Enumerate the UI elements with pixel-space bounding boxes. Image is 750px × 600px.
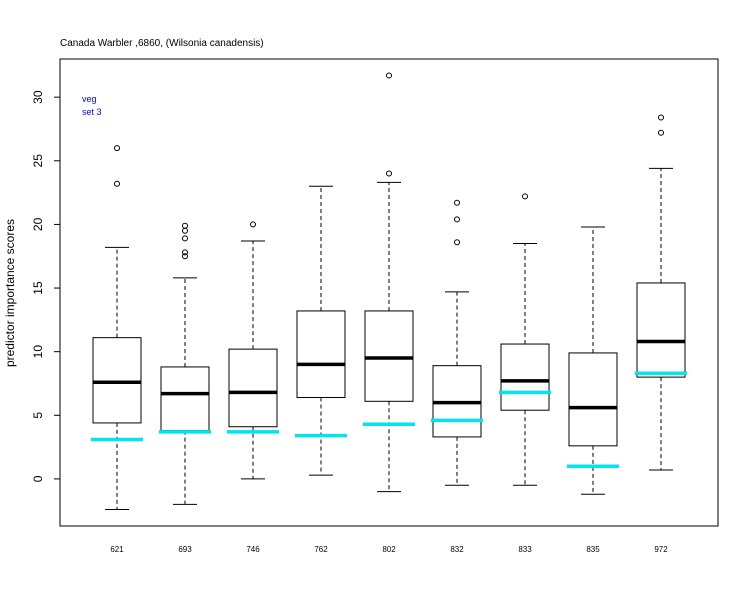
outlier-693-1 [182, 249, 188, 256]
outlier-832-2 [454, 199, 460, 206]
x-tick-label-621: 621 [110, 545, 124, 554]
outlier-621-1 [114, 145, 120, 152]
iqr-box-835 [568, 352, 618, 447]
outlier-693-3 [182, 227, 188, 234]
outlier-972-1 [658, 114, 664, 121]
x-tick-label-972: 972 [654, 545, 668, 554]
chart-title: Canada Warbler ,6860, (Wilsonia canadens… [60, 38, 264, 49]
outlier-832-1 [454, 216, 460, 223]
x-tick-label-802: 802 [382, 545, 396, 554]
box-802 [363, 72, 415, 493]
annotation-veg: veg [82, 94, 97, 104]
box-832 [431, 199, 483, 486]
box-series [91, 72, 687, 510]
iqr-box-833 [500, 343, 550, 411]
x-tick-label-832: 832 [450, 545, 464, 554]
y-tick-label-25: 25 [31, 154, 45, 168]
outlier-972-0 [658, 129, 664, 136]
iqr-box-762 [296, 310, 346, 398]
iqr-box-693 [160, 366, 210, 432]
annotation-set: set 3 [82, 107, 102, 117]
outlier-832-0 [454, 239, 460, 246]
outlier-746-0 [250, 221, 256, 228]
iqr-box-621 [92, 337, 142, 424]
outlier-802-1 [386, 72, 392, 79]
y-tick-label-5: 5 [31, 412, 45, 419]
y-axis-label: predictor importance scores [3, 219, 17, 367]
outlier-833-0 [522, 193, 528, 200]
plot-frame [59, 58, 719, 527]
box-835 [567, 226, 619, 495]
iqr-box-972 [636, 282, 686, 378]
box-833 [499, 193, 551, 486]
outlier-693-0 [182, 253, 188, 260]
box-693 [159, 222, 211, 505]
y-tick-label-10: 10 [31, 345, 45, 359]
box-746 [227, 221, 279, 480]
x-tick-label-693: 693 [178, 545, 192, 554]
outlier-693-2 [182, 235, 188, 242]
y-tick-label-0: 0 [31, 475, 45, 482]
y-tick-label-30: 30 [31, 90, 45, 104]
x-tick-label-746: 746 [246, 545, 260, 554]
x-axis: 621 693 746 762 802 832 833 835 972 [110, 545, 668, 554]
y-tick-label-15: 15 [31, 281, 45, 295]
outlier-802-0 [386, 170, 392, 177]
x-tick-label-833: 833 [518, 545, 532, 554]
x-tick-label-762: 762 [314, 545, 328, 554]
iqr-box-802 [364, 310, 414, 402]
box-762 [295, 185, 347, 476]
iqr-box-746 [228, 348, 278, 428]
y-tick-label-20: 20 [31, 217, 45, 231]
outlier-693-4 [182, 222, 188, 229]
outlier-621-0 [114, 180, 120, 187]
y-axis: 0 5 10 15 20 25 30 [31, 90, 60, 482]
x-tick-label-835: 835 [586, 545, 600, 554]
box-972 [635, 114, 687, 471]
box-621 [91, 145, 143, 510]
